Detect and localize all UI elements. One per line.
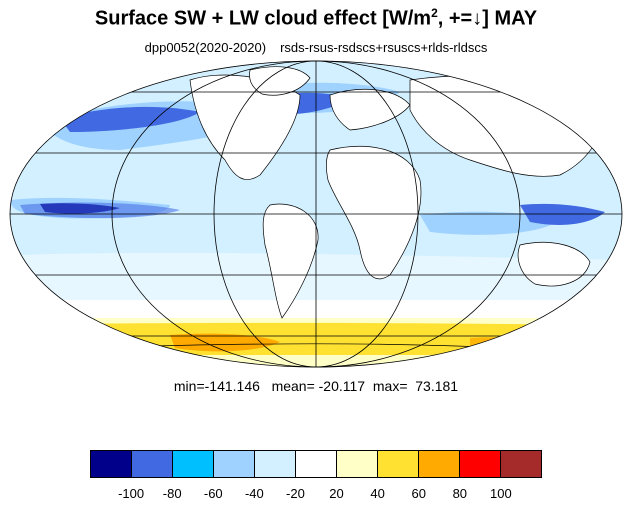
subtitle-formula: rsds-rsus-rsdscs+rsuscs+rlds-rldscs <box>280 40 488 55</box>
colorbar-box <box>337 451 378 477</box>
greenland-land <box>249 66 311 96</box>
colorbar-tick-label: 60 <box>411 486 426 501</box>
southern-subtropics <box>20 252 620 300</box>
colorbar-tick-label: -80 <box>162 486 182 501</box>
colorbar-tick-label: 80 <box>452 486 468 501</box>
colorbar-tick-label: 100 <box>490 486 512 501</box>
antarctic-orange-patch-east <box>470 337 545 351</box>
north-atlantic-strong-cloud <box>60 106 200 132</box>
colorbar <box>90 450 542 478</box>
europe-land <box>329 88 411 131</box>
colorbar-tick-label: 40 <box>370 486 385 501</box>
africa-land <box>325 145 422 280</box>
map-subtitle: dpp0052(2020-2020) rsds-rsus-rsdscs+rsusc… <box>0 40 632 55</box>
field-statistics: min=-141.146 mean= -20.117 max= 73.181 <box>173 378 459 394</box>
map-border <box>9 60 623 368</box>
colorbar-box <box>214 451 255 477</box>
map-title: Surface SW + LW cloud effect [W/m2, +=↓]… <box>0 6 632 31</box>
colorbar-box <box>378 451 419 477</box>
colorbar-box <box>255 451 296 477</box>
colorbar-box <box>173 451 214 477</box>
colorbar-tick-label: 20 <box>329 486 344 501</box>
colorbar-box <box>132 451 173 477</box>
colorbar-box <box>296 451 337 477</box>
colorbar-box <box>419 451 460 477</box>
colorbar-box <box>91 451 132 477</box>
subtitle-experiment: dpp0052(2020-2020) <box>144 40 267 55</box>
colorbar-box <box>501 451 541 477</box>
graticule <box>9 60 623 368</box>
title-after: , +=↓] MAY <box>437 7 538 30</box>
west-pacific-strong <box>520 203 605 225</box>
title-superscript: 2 <box>431 6 438 20</box>
south-america-land <box>262 203 319 319</box>
antarctic-orange-patch <box>170 333 280 352</box>
colorbar-box <box>460 451 501 477</box>
colorbar-tick-label: -60 <box>203 486 223 501</box>
colorbar-tick-label: -40 <box>244 486 264 501</box>
indian-ocean-cloud <box>420 211 560 235</box>
colorbar-tick-label: -100 <box>118 486 145 501</box>
title-main: Surface SW + LW cloud effect [W/m <box>94 7 432 30</box>
colorbar-tick-label: -20 <box>286 486 305 501</box>
